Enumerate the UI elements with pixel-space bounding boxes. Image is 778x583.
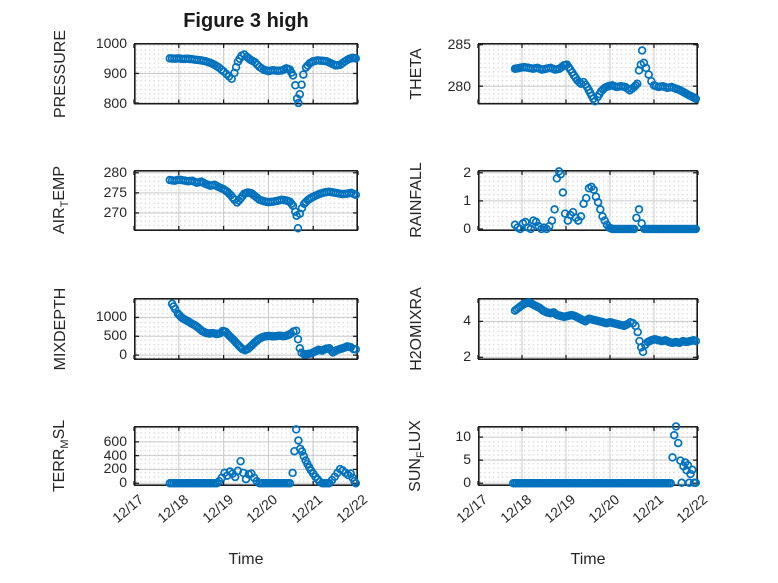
minor-grid	[479, 427, 697, 484]
y-axis-label-rainfall: RAINFALL	[408, 162, 425, 238]
y-tick-label: 200	[103, 460, 127, 477]
y-axis-label-terr-msl: TERRMSL	[50, 419, 72, 492]
y-tick-label: 285	[447, 36, 471, 53]
y-tick-label: 600	[103, 432, 127, 449]
x-tick-label: 12/19	[541, 490, 579, 526]
y-axis-label-pressure: PRESSURE	[52, 29, 69, 118]
y-tick-label: 275	[103, 183, 127, 200]
y-tick-label: 0	[463, 474, 471, 491]
y-axis-label-sun-flux: SUNFLUX	[406, 419, 428, 492]
x-tick-label: 12/22	[673, 490, 711, 526]
data-series-pressure	[165, 50, 361, 108]
x-tick-label: 12/18	[153, 490, 192, 526]
y-tick-label: 4	[463, 312, 471, 329]
subplot-rainfall	[477, 166, 701, 233]
y-tick-label: 2	[463, 163, 471, 180]
plot-frame	[134, 169, 358, 231]
figure-title: Figure 3 high	[183, 10, 309, 32]
y-tick-label: 1	[463, 191, 471, 208]
y-axis-label-air-temp: AIRTEMP	[50, 165, 72, 235]
x-tick-label: 12/21	[288, 490, 326, 526]
plot-frame	[134, 425, 358, 486]
data-series-rainfall	[510, 166, 701, 233]
y-tick-label: 10	[455, 428, 471, 445]
x-tick-label: 12/20	[243, 490, 281, 526]
subplot-terr-msl	[133, 424, 361, 487]
tick-marks	[133, 43, 359, 104]
y-tick-label: 400	[103, 446, 127, 463]
plot-frame	[478, 297, 698, 360]
y-tick-label: 5	[463, 451, 471, 468]
x-tick-label: 12/17	[453, 490, 491, 526]
x-tick-label: 12/19	[198, 490, 236, 526]
tick-marks	[133, 298, 359, 359]
y-tick-label: 270	[103, 203, 127, 220]
y-axis-label-theta: THETA	[408, 48, 425, 100]
subplot-h2omixra	[477, 297, 701, 360]
x-tick-label: 12/17	[109, 490, 147, 526]
y-tick-label: 280	[103, 163, 127, 180]
y-axis-label-mixdepth: MIXDEPTH	[52, 287, 69, 370]
data-series-sun-flux	[508, 421, 701, 487]
y-tick-label: 1000	[95, 35, 127, 52]
data-series-mixdepth	[167, 299, 361, 359]
plot-frame	[134, 297, 358, 360]
x-axis-title-left: Time	[228, 551, 264, 568]
y-tick-label: 800	[103, 94, 127, 111]
x-axis-title-right: Time	[570, 551, 606, 568]
data-series-theta	[510, 46, 701, 106]
y-tick-label: 900	[103, 64, 127, 81]
x-tick-label: 12/21	[629, 490, 667, 526]
data-series-terr-msl	[165, 424, 361, 487]
y-tick-label: 1000	[95, 308, 127, 325]
y-axis-label-h2omixra: H2OMIXRA	[408, 286, 425, 371]
data-series-h2omixra	[510, 297, 701, 356]
y-tick-label: 0	[119, 474, 127, 491]
x-tick-label: 12/22	[333, 490, 371, 526]
plot-frame	[478, 43, 698, 105]
plot-frame	[478, 169, 698, 231]
subplot-air-temp	[133, 169, 361, 232]
y-tick-label: 2	[463, 348, 471, 365]
plot-frame	[134, 43, 358, 105]
subplot-theta	[477, 43, 701, 106]
y-tick-label: 500	[103, 327, 127, 344]
x-tick-label: 12/20	[585, 490, 623, 526]
y-tick-label: 0	[463, 220, 471, 237]
subplot-mixdepth	[133, 297, 361, 360]
y-tick-label: 280	[447, 77, 471, 94]
subplot-pressure	[133, 43, 361, 108]
x-tick-label: 12/18	[497, 490, 535, 526]
data-series-air-temp	[165, 174, 361, 232]
y-tick-label: 0	[119, 346, 127, 363]
subplot-sun-flux	[477, 421, 701, 487]
tick-marks	[477, 44, 699, 104]
